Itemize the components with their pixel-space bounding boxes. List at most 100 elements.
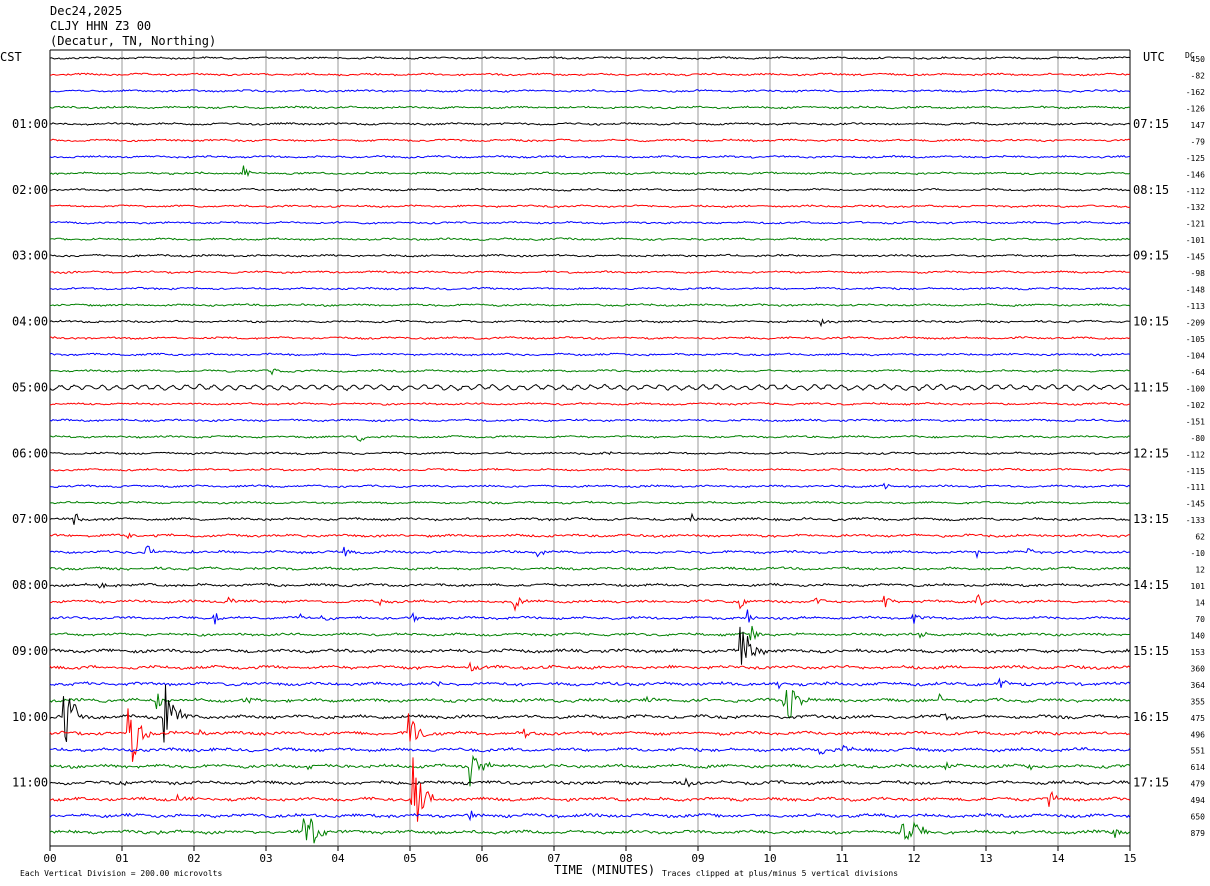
dc-value: -162 (1186, 88, 1205, 97)
x-tick-label: 04 (331, 852, 345, 865)
dc-value: 12 (1195, 566, 1205, 575)
left-hour-label: 04:00 (12, 315, 48, 329)
left-hour-label: 05:00 (12, 380, 48, 394)
dc-value: -112 (1186, 187, 1205, 196)
seismic-trace (49, 777, 1131, 788)
seismic-trace (49, 56, 1131, 60)
chart-date: Dec24,2025 (50, 4, 123, 18)
seismic-trace (49, 336, 1131, 340)
seismic-trace (49, 303, 1131, 307)
seismic-trace (50, 467, 1131, 472)
left-hour-label: 08:00 (12, 578, 48, 592)
right-hour-label: 15:15 (1133, 644, 1169, 658)
seismic-trace (49, 500, 1131, 505)
x-tick-label: 12 (907, 852, 920, 865)
left-axis-label: CST (0, 50, 22, 64)
dc-value: -132 (1186, 203, 1205, 212)
seismic-trace (49, 418, 1131, 423)
left-hour-label: 06:00 (12, 446, 48, 460)
seismic-trace (49, 89, 1131, 93)
dc-value: -102 (1186, 401, 1205, 410)
dc-value: -121 (1186, 220, 1205, 229)
seismic-trace (49, 220, 1131, 225)
seismic-trace (49, 352, 1131, 357)
seismic-trace (49, 105, 1131, 110)
dc-value: -115 (1186, 467, 1205, 476)
dc-value: 360 (1191, 664, 1206, 673)
seismic-trace (49, 754, 1131, 787)
dc-value: 14 (1195, 599, 1205, 608)
dc-value: -146 (1186, 170, 1205, 179)
dc-value: -82 (1191, 71, 1206, 80)
dc-value: 101 (1191, 582, 1206, 591)
seismic-trace (49, 757, 1131, 822)
right-hour-label: 09:15 (1133, 249, 1169, 263)
seismic-trace (49, 435, 1131, 442)
chart-location: (Decatur, TN, Northing) (50, 34, 217, 48)
dc-value: -145 (1186, 253, 1205, 262)
seismic-trace (49, 582, 1131, 589)
dc-value: 879 (1191, 829, 1206, 838)
dc-value: -111 (1186, 483, 1205, 492)
dc-value: 494 (1191, 796, 1206, 805)
x-tick-label: 08 (619, 852, 632, 865)
left-hour-label: 02:00 (12, 183, 48, 197)
seismic-trace (49, 566, 1131, 571)
x-axis-label: TIME (MINUTES) (554, 863, 655, 877)
dc-value: -145 (1186, 500, 1205, 509)
x-tick-label: 02 (187, 852, 200, 865)
dc-value: 650 (1191, 813, 1206, 822)
footer-clip-note: Traces clipped at plus/minus 5 vertical … (662, 869, 898, 878)
dc-value: 62 (1195, 533, 1205, 542)
seismic-trace (49, 253, 1131, 258)
right-hour-label: 10:15 (1133, 315, 1169, 329)
right-hour-label: 11:15 (1133, 380, 1169, 394)
dc-value: -112 (1186, 450, 1205, 459)
x-tick-label: 00 (43, 852, 56, 865)
dc-value: -151 (1186, 417, 1205, 426)
x-tick-label: 05 (403, 852, 416, 865)
dc-value: -126 (1186, 104, 1205, 113)
left-hour-label: 10:00 (12, 710, 48, 724)
dc-value: -98 (1191, 269, 1206, 278)
dc-value: 153 (1191, 648, 1206, 657)
seismic-trace (49, 625, 1130, 641)
dc-value: 450 (1191, 55, 1206, 64)
dc-value: 551 (1191, 747, 1206, 756)
dc-value: -209 (1186, 319, 1205, 328)
right-hour-label: 14:15 (1133, 578, 1169, 592)
seismic-trace (49, 532, 1131, 540)
seismic-trace (49, 818, 1131, 844)
seismic-trace (49, 626, 1131, 665)
seismic-trace (49, 138, 1131, 143)
dc-value: -125 (1186, 154, 1205, 163)
dc-value: -80 (1191, 434, 1206, 443)
dc-value: 475 (1191, 714, 1206, 723)
seismic-trace (49, 482, 1131, 490)
right-hour-label: 13:15 (1133, 512, 1169, 526)
dc-value: -101 (1186, 236, 1205, 245)
dc-value: -104 (1186, 351, 1205, 360)
seismic-trace (49, 204, 1131, 209)
seismic-trace (49, 165, 1131, 178)
dc-value: 364 (1191, 681, 1206, 690)
seismic-trace (49, 368, 1131, 376)
dc-value: -79 (1191, 137, 1206, 146)
left-hour-label: 11:00 (12, 776, 48, 790)
x-tick-label: 14 (1051, 852, 1065, 865)
seismic-trace (49, 318, 1130, 328)
x-tick-label: 13 (979, 852, 992, 865)
dc-value: 614 (1191, 763, 1206, 772)
left-hour-label: 07:00 (12, 512, 48, 526)
x-tick-label: 01 (115, 852, 128, 865)
footer-scale-note: Each Vertical Division = 200.00 microvol… (20, 869, 222, 878)
seismic-trace (49, 451, 1131, 456)
dc-value: 496 (1191, 730, 1206, 739)
seismic-trace (50, 609, 1131, 625)
seismic-trace (49, 708, 1131, 762)
right-hour-label: 07:15 (1133, 117, 1169, 131)
seismic-trace (49, 402, 1131, 406)
dc-value: -105 (1186, 335, 1205, 344)
seismic-trace (49, 72, 1131, 77)
